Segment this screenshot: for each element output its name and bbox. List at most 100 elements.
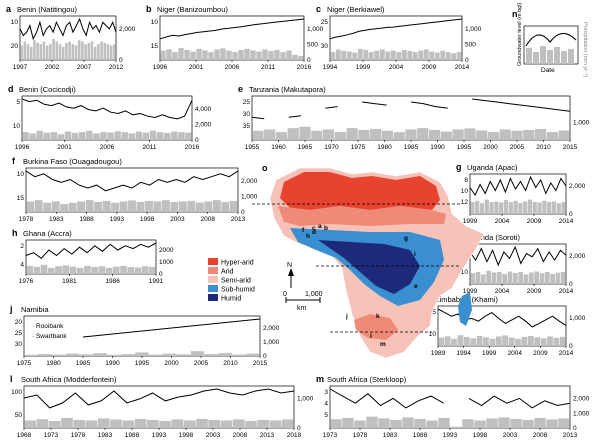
- x-tick-label: 1991: [149, 278, 164, 285]
- precip-bar: [81, 41, 84, 60]
- y-tick-label: 15: [17, 195, 25, 202]
- panel-title: Uganda (Soroti): [467, 233, 520, 242]
- precip-bar: [149, 266, 156, 274]
- precip-bar: [298, 56, 304, 60]
- precip-bar: [226, 50, 232, 60]
- schematic-right-axis: Precipitation (mm yr⁻¹): [582, 22, 588, 78]
- y-tick-label: 5: [432, 309, 436, 316]
- x-tick-label: 2013: [231, 216, 246, 223]
- precip-bar: [502, 335, 509, 346]
- precip-bar: [52, 38, 55, 60]
- precip-bar: [76, 267, 84, 274]
- precip-bar: [111, 202, 119, 212]
- x-tick-label: 1985: [76, 360, 91, 367]
- x-tick-label: 1980: [377, 144, 392, 151]
- precip-tick-label: 1,000: [263, 339, 280, 346]
- precip-bar: [374, 50, 380, 60]
- x-tick-label: 2011: [261, 64, 275, 71]
- x-tick-label: 1993: [152, 432, 167, 439]
- precip-bar: [464, 128, 476, 140]
- x-tick-label: 1988: [79, 216, 94, 223]
- x-tick-label: 1980: [46, 360, 61, 367]
- precip-bar: [153, 201, 162, 212]
- x-tick-label: 2005: [510, 144, 525, 151]
- precip-tick-label: 1,000: [573, 410, 590, 417]
- precip-bar: [405, 129, 417, 140]
- precip-bar: [232, 52, 238, 60]
- precip-bar: [107, 354, 121, 356]
- precip-bar: [183, 420, 196, 428]
- precip-bar: [60, 204, 69, 212]
- precip-bar: [521, 336, 528, 346]
- x-tick-label: 2004: [508, 350, 523, 357]
- precip-bar: [560, 272, 566, 284]
- precip-bar: [61, 417, 73, 428]
- precip-bar: [558, 418, 570, 428]
- x-tick-label: 1965: [298, 144, 313, 151]
- x-tick-label: 1995: [135, 360, 150, 367]
- precip-bar: [550, 273, 556, 284]
- x-tick-label: 2004: [495, 218, 510, 225]
- precip-bar: [38, 354, 52, 356]
- x-tick-label: 1988: [413, 432, 428, 439]
- precip-bar: [77, 40, 81, 60]
- panel-c: c Niger (Berkiawel) 1994 1999 2004 2009 2014 25…: [316, 4, 482, 71]
- scale-start: 0: [283, 291, 287, 298]
- precip-bar: [52, 354, 66, 356]
- precip-bar: [486, 270, 492, 284]
- precip-bar: [26, 265, 33, 274]
- panel-a: a Benin (Natitingou) 1997 2002 2007 2012 10 20 0…: [6, 4, 136, 71]
- groundwater-line: [25, 242, 157, 259]
- precip-bar: [20, 45, 23, 60]
- y-tick-label: 10: [13, 123, 21, 130]
- groundwater-line: [329, 388, 571, 409]
- panel-letter: h: [12, 228, 18, 238]
- precip-tick-label: 0: [573, 425, 577, 432]
- precip-bar: [65, 42, 68, 60]
- arid-zone: [278, 206, 446, 226]
- precip-bar: [264, 129, 276, 140]
- precip-bar: [476, 335, 483, 346]
- precip-bar: [134, 418, 147, 428]
- x-tick-label: 1998: [140, 216, 155, 223]
- y-tick-label: 10: [151, 19, 159, 26]
- arid-south-zone: [354, 314, 398, 340]
- precip-bar: [178, 201, 187, 212]
- precip-bar: [163, 353, 177, 356]
- map-site-label: d: [312, 229, 316, 236]
- precip-bar: [48, 420, 61, 428]
- precip-bar: [85, 420, 98, 428]
- precip-bar: [280, 52, 286, 60]
- y-tick-label: 20: [11, 43, 19, 50]
- precip-bar: [84, 44, 87, 60]
- north-label: N: [287, 262, 292, 269]
- precip-bar: [487, 132, 500, 140]
- precip-bar: [170, 201, 179, 212]
- precip-bar: [122, 420, 135, 428]
- precip-bar: [429, 51, 435, 60]
- precip-tick-label: 2,000: [573, 396, 590, 403]
- x-tick-label: 2014: [559, 218, 574, 225]
- precip-bar: [483, 337, 489, 346]
- map-site-label: k: [376, 313, 380, 320]
- precip-bar: [212, 200, 221, 212]
- precip-bar: [368, 52, 374, 60]
- precip-bar: [26, 201, 35, 212]
- x-tick-label: 1968: [17, 432, 32, 439]
- precip-bar: [119, 201, 128, 212]
- x-tick-label: 2001: [189, 64, 204, 71]
- x-tick-label: 2016: [297, 64, 312, 71]
- x-tick-label: 2003: [206, 432, 221, 439]
- precip-bar: [534, 128, 547, 140]
- precip-bar: [269, 420, 282, 428]
- precip-tick-label: 1,000: [241, 194, 258, 201]
- precip-bar: [195, 202, 204, 212]
- precip-bar: [537, 202, 542, 214]
- precip-bar: [282, 419, 294, 428]
- panel-g: g Uganda (Apac) 1999 2004 2009 2014 8 10 12 0 2,00…: [456, 162, 586, 225]
- y-tick-label: 20: [15, 319, 23, 326]
- x-tick-label: 1973: [323, 432, 338, 439]
- precip-tick-label: 500: [465, 42, 476, 49]
- panel-title: Benin (Cocicodji): [19, 85, 76, 94]
- precip-tick-label: 2,000: [241, 178, 258, 185]
